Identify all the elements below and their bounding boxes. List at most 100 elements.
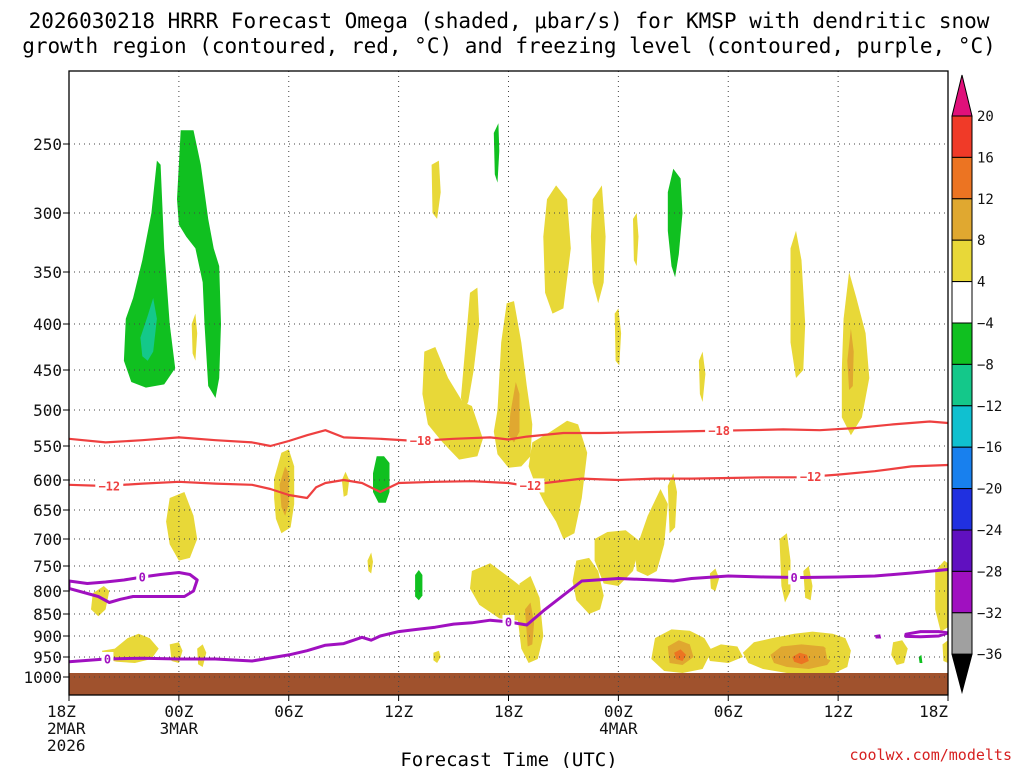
colorbar-band: [951, 322, 973, 365]
omega-region: [942, 640, 948, 663]
x-tick-label: 12Z: [824, 702, 853, 721]
y-tick-label: 1000: [23, 668, 62, 687]
omega-region: [102, 633, 159, 663]
freezing-contour-line: [69, 568, 948, 664]
x-tick-label: 12Z: [384, 702, 413, 721]
contour-label-bg: [788, 570, 801, 585]
omega-region: [803, 566, 813, 601]
colorbar-label: 4: [977, 275, 985, 291]
omega-region: [140, 298, 157, 361]
y-tick-label: 250: [33, 135, 62, 154]
colorbar-band: [951, 529, 973, 572]
omega-region: [508, 382, 520, 443]
omega-region: [847, 328, 854, 390]
y-tick-label: 850: [33, 605, 62, 624]
colorbar-band: [951, 570, 973, 614]
y-tick-label: 900: [33, 627, 62, 646]
y-tick-label: 550: [33, 437, 62, 456]
x-tick-label: 00Z: [604, 702, 633, 721]
x-tick-label: 06Z: [274, 702, 303, 721]
title-line: growth region (contoured, red, °C) and f…: [22, 34, 996, 58]
x-axis-label: Forecast Time (UTC): [400, 749, 617, 768]
colorbar-top-triangle: [951, 74, 973, 117]
y-tick-label: 300: [33, 204, 62, 223]
dendritic-contour-label: −18: [708, 424, 730, 438]
omega-region: [91, 586, 110, 617]
y-tick-label: 650: [33, 501, 62, 520]
y-tick-label: 600: [33, 471, 62, 490]
dendritic-contour-line: [69, 420, 948, 448]
contour-label-bg: [95, 478, 124, 493]
ground-fill: [69, 673, 948, 695]
freezing-contour-label: 0: [139, 571, 146, 585]
omega-region: [674, 649, 687, 661]
dendritic-contour-label: −12: [800, 470, 822, 484]
colorbar-label: −24: [977, 523, 1002, 539]
omega-region: [790, 230, 806, 378]
dendritic-contour-label: −12: [98, 479, 120, 493]
omega-region: [634, 489, 668, 576]
colorbar-label: −28: [977, 564, 1002, 580]
y-tick-label: 450: [33, 361, 62, 380]
y-tick-label: 950: [33, 648, 62, 667]
credit-text: coolwx.com/modelts: [849, 746, 1012, 764]
contour-label-bg: [502, 614, 515, 629]
dendritic-contour-label: −12: [520, 479, 542, 493]
freezing-contour-line: [904, 630, 948, 639]
contour-label-bg: [516, 478, 545, 493]
contour-label-bg: [705, 423, 734, 438]
colorbar-band: [951, 156, 973, 200]
colorbar-label: 12: [977, 192, 994, 208]
x-tick-label: 2MAR: [47, 719, 86, 738]
omega-region: [709, 568, 720, 591]
omega-region: [841, 272, 870, 436]
omega-region: [493, 123, 500, 183]
omega-region: [825, 644, 848, 663]
colorbar-band: [951, 239, 973, 283]
colorbar-band: [951, 405, 973, 448]
colorbar-band: [951, 612, 973, 655]
omega-region: [633, 213, 639, 267]
omega-region: [373, 456, 390, 503]
y-tick-label: 750: [33, 557, 62, 576]
colorbar-band: [951, 198, 973, 241]
omega-region: [918, 654, 923, 663]
dendritic-contour-label: −18: [410, 434, 432, 448]
colorbar: 20 16 12 8 4 −4 −8 −12 −16 −20 −24 −28 −32 −36: [951, 74, 1002, 695]
x-tick-label: 4MAR: [599, 719, 638, 738]
freezing-contour-label: 0: [505, 615, 512, 629]
title-line: 2026030218 HRRR Forecast Omega (shaded, …: [29, 9, 990, 33]
y-tick-label: 400: [33, 315, 62, 334]
x-tick-label: 18Z: [919, 702, 948, 721]
chart-title: 2026030218 HRRR Forecast Omega (shaded, …: [22, 9, 996, 58]
colorbar-label: −20: [977, 482, 1002, 498]
omega-region: [792, 652, 809, 665]
colorbar-label: −4: [977, 316, 994, 332]
axes: 250 300 350 400 450 500 550 600 650 700 750 800 850 9…: [23, 70, 949, 755]
omega-region: [415, 570, 423, 601]
contour-label-bg: [136, 570, 149, 584]
omega-region: [166, 492, 198, 561]
omega-region: [543, 185, 571, 314]
gridlines: [69, 71, 948, 695]
freezing-contour-line: [69, 571, 199, 604]
omega-region: [779, 533, 791, 603]
omega-region: [177, 130, 221, 398]
omega-region: [594, 530, 641, 586]
omega-region: [433, 650, 441, 663]
omega-region: [341, 471, 350, 497]
colorbar-band: [951, 281, 973, 324]
temperature-contours: −18 −18 −12 −12 −12 0 0 0 0: [69, 420, 948, 666]
dendritic-contour-line: [69, 463, 948, 500]
omega-shading: [69, 123, 948, 695]
omega-region: [279, 466, 289, 516]
x-tick-label: 2026: [47, 736, 86, 755]
colorbar-label: −36: [977, 647, 1002, 663]
contour-label-bg: [796, 469, 825, 484]
colorbar-band: [951, 115, 973, 158]
omega-region: [197, 644, 207, 667]
omega-region: [493, 301, 533, 468]
omega-region: [572, 557, 604, 614]
y-tick-label: 800: [33, 582, 62, 601]
